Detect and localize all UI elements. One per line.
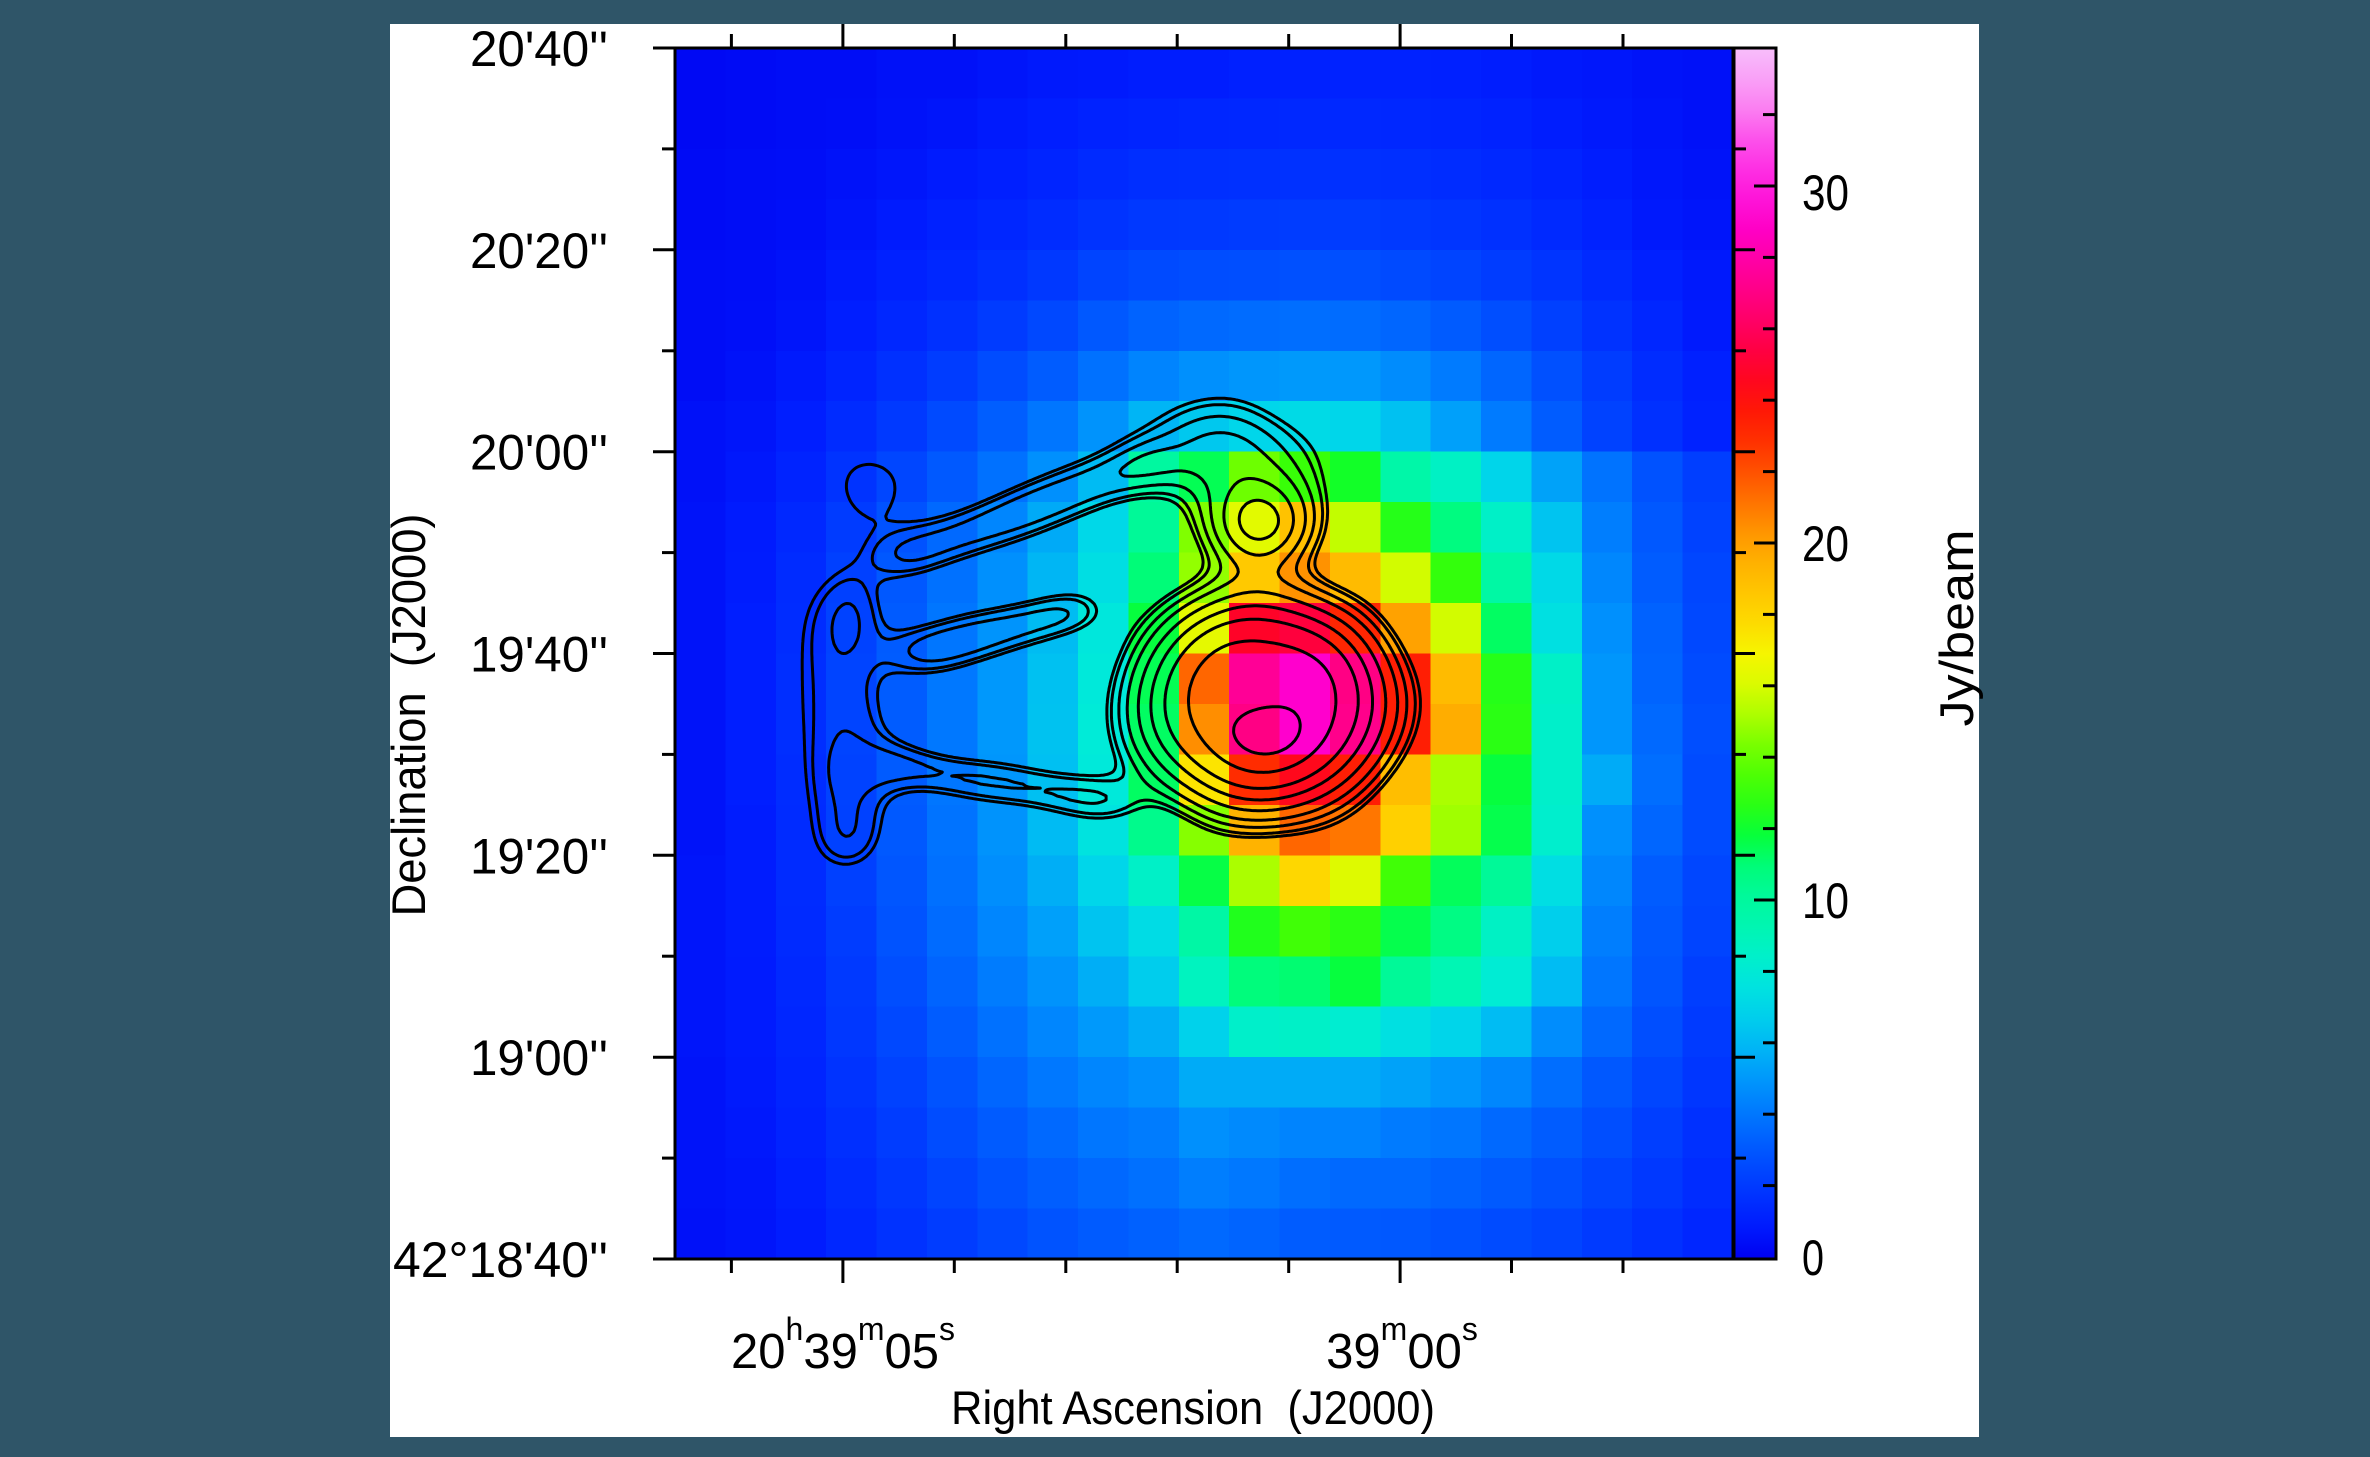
- svg-text:20'40'': 20'40'': [470, 21, 608, 77]
- svg-text:42°18'40'': 42°18'40'': [393, 1232, 608, 1288]
- svg-text:20'20'': 20'20'': [470, 223, 608, 279]
- svg-text:20: 20: [1802, 516, 1849, 572]
- svg-text:Jy/beam: Jy/beam: [1930, 530, 1983, 727]
- svg-text:20'00'': 20'00'': [470, 425, 608, 481]
- svg-text:Declination (J2000): Declination (J2000): [382, 514, 435, 917]
- svg-text:20h39m05s: 20h39m05s: [731, 1311, 955, 1379]
- svg-text:19'20'': 19'20'': [470, 828, 608, 884]
- svg-text:30: 30: [1802, 165, 1849, 221]
- svg-text:19'40'': 19'40'': [470, 627, 608, 683]
- svg-text:39m00s: 39m00s: [1326, 1311, 1478, 1379]
- svg-text:19'00'': 19'00'': [470, 1030, 608, 1086]
- svg-text:0: 0: [1802, 1230, 1824, 1286]
- svg-text:Right Ascension (J2000): Right Ascension (J2000): [951, 1381, 1435, 1434]
- svg-text:10: 10: [1802, 873, 1849, 929]
